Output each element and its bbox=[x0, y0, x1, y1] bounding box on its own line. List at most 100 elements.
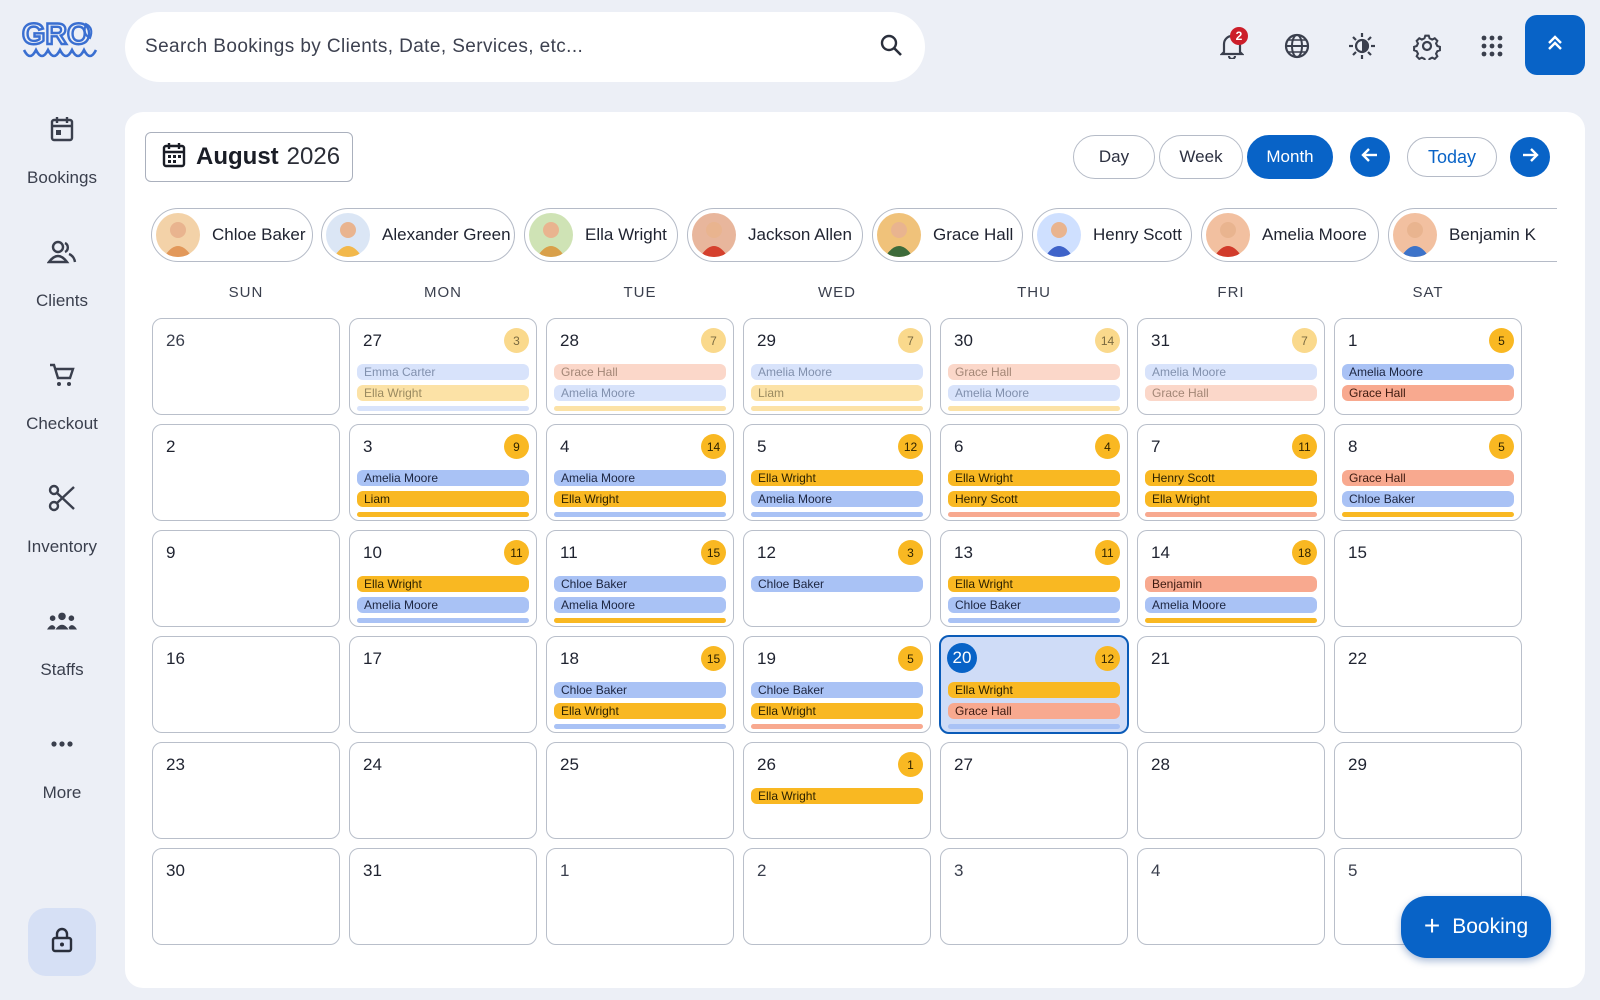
sidebar-item-bookings[interactable]: Bookings bbox=[0, 102, 124, 212]
day-cell[interactable]: 14 18 Benjamin Amelia Moore bbox=[1137, 530, 1325, 627]
more-bookings-indicator[interactable] bbox=[554, 724, 726, 729]
more-bookings-indicator[interactable] bbox=[1145, 618, 1317, 623]
day-cell-today[interactable]: 20 12 Ella Wright Grace Hall bbox=[939, 635, 1129, 734]
staff-chip[interactable]: Jackson Allen bbox=[687, 208, 863, 262]
sidebar-item-inventory[interactable]: Inventory bbox=[0, 471, 124, 581]
booking-event[interactable]: Amelia Moore bbox=[357, 597, 529, 613]
day-cell[interactable]: 31 7 Amelia Moore Grace Hall bbox=[1137, 318, 1325, 415]
previous-month-button[interactable] bbox=[1350, 137, 1390, 177]
day-cell[interactable]: 27 bbox=[940, 742, 1128, 839]
booking-event[interactable]: Ella Wright bbox=[948, 576, 1120, 592]
today-button[interactable]: Today bbox=[1407, 137, 1497, 177]
booking-event[interactable]: Grace Hall bbox=[1342, 470, 1514, 486]
search-bar[interactable] bbox=[125, 12, 925, 82]
booking-event[interactable]: Benjamin bbox=[1145, 576, 1317, 592]
view-day-button[interactable]: Day bbox=[1073, 135, 1155, 179]
staff-chip[interactable]: Chloe Baker bbox=[151, 208, 313, 262]
day-cell[interactable]: 29 bbox=[1334, 742, 1522, 839]
day-cell[interactable]: 1 5 Amelia Moore Grace Hall bbox=[1334, 318, 1522, 415]
day-cell[interactable]: 18 15 Chloe Baker Ella Wright bbox=[546, 636, 734, 733]
more-bookings-indicator[interactable] bbox=[1342, 512, 1514, 517]
more-bookings-indicator[interactable] bbox=[554, 618, 726, 623]
day-cell[interactable]: 28 bbox=[1137, 742, 1325, 839]
day-cell[interactable]: 3 9 Amelia Moore Liam bbox=[349, 424, 537, 521]
day-cell[interactable]: 23 bbox=[152, 742, 340, 839]
staff-chip[interactable]: Amelia Moore bbox=[1201, 208, 1379, 262]
day-cell[interactable]: 4 bbox=[1137, 848, 1325, 945]
booking-event[interactable]: Chloe Baker bbox=[1342, 491, 1514, 507]
booking-event[interactable]: Amelia Moore bbox=[1342, 364, 1514, 380]
day-cell[interactable]: 30 bbox=[152, 848, 340, 945]
staff-chip[interactable]: Grace Hall bbox=[872, 208, 1023, 262]
booking-event[interactable]: Grace Hall bbox=[1342, 385, 1514, 401]
day-cell[interactable]: 11 15 Chloe Baker Amelia Moore bbox=[546, 530, 734, 627]
booking-event[interactable]: Ella Wright bbox=[948, 470, 1120, 486]
sidebar-item-checkout[interactable]: Checkout bbox=[0, 348, 124, 458]
booking-event[interactable]: Liam bbox=[751, 385, 923, 401]
day-cell[interactable]: 2 bbox=[152, 424, 340, 521]
settings-gear-icon[interactable] bbox=[1411, 30, 1443, 62]
day-cell[interactable]: 29 7 Amelia Moore Liam bbox=[743, 318, 931, 415]
day-cell[interactable]: 5 12 Ella Wright Amelia Moore bbox=[743, 424, 931, 521]
staff-chip[interactable]: Alexander Green bbox=[321, 208, 515, 262]
sidebar-item-staffs[interactable]: Staffs bbox=[0, 594, 124, 704]
booking-event[interactable]: Amelia Moore bbox=[554, 385, 726, 401]
day-cell[interactable]: 28 7 Grace Hall Amelia Moore bbox=[546, 318, 734, 415]
booking-event[interactable]: Amelia Moore bbox=[1145, 364, 1317, 380]
day-cell[interactable]: 8 5 Grace Hall Chloe Baker bbox=[1334, 424, 1522, 521]
day-cell[interactable]: 1 bbox=[546, 848, 734, 945]
staff-chip[interactable]: Benjamin K bbox=[1388, 208, 1557, 262]
day-cell[interactable]: 10 11 Ella Wright Amelia Moore bbox=[349, 530, 537, 627]
booking-event[interactable]: Ella Wright bbox=[554, 491, 726, 507]
day-cell[interactable]: 26 1 Ella Wright bbox=[743, 742, 931, 839]
collapse-header-button[interactable] bbox=[1525, 15, 1585, 75]
day-cell[interactable]: 16 bbox=[152, 636, 340, 733]
more-bookings-indicator[interactable] bbox=[751, 406, 923, 411]
booking-event[interactable]: Amelia Moore bbox=[751, 491, 923, 507]
booking-event[interactable]: Henry Scott bbox=[948, 491, 1120, 507]
app-logo[interactable]: GRO bbox=[20, 14, 104, 66]
booking-event[interactable]: Chloe Baker bbox=[554, 576, 726, 592]
booking-event[interactable]: Ella Wright bbox=[554, 703, 726, 719]
more-bookings-indicator[interactable] bbox=[948, 618, 1120, 623]
booking-event[interactable]: Amelia Moore bbox=[751, 364, 923, 380]
booking-event[interactable]: Ella Wright bbox=[357, 576, 529, 592]
day-cell[interactable]: 30 14 Grace Hall Amelia Moore bbox=[940, 318, 1128, 415]
search-input[interactable] bbox=[145, 36, 879, 58]
booking-event[interactable]: Ella Wright bbox=[948, 682, 1120, 698]
more-bookings-indicator[interactable] bbox=[357, 618, 529, 623]
view-month-button[interactable]: Month bbox=[1247, 135, 1333, 179]
booking-event[interactable]: Grace Hall bbox=[948, 364, 1120, 380]
day-cell[interactable]: 15 bbox=[1334, 530, 1522, 627]
day-cell[interactable]: 2 bbox=[743, 848, 931, 945]
booking-event[interactable]: Ella Wright bbox=[751, 788, 923, 804]
lock-button[interactable] bbox=[28, 908, 96, 976]
booking-event[interactable]: Grace Hall bbox=[554, 364, 726, 380]
booking-event[interactable]: Emma Carter bbox=[357, 364, 529, 380]
booking-event[interactable]: Ella Wright bbox=[357, 385, 529, 401]
day-cell[interactable]: 24 bbox=[349, 742, 537, 839]
day-cell[interactable]: 25 bbox=[546, 742, 734, 839]
more-bookings-indicator[interactable] bbox=[751, 724, 923, 729]
day-cell[interactable]: 26 bbox=[152, 318, 340, 415]
apps-grid-icon[interactable] bbox=[1476, 30, 1508, 62]
staff-chip[interactable]: Ella Wright bbox=[524, 208, 678, 262]
more-bookings-indicator[interactable] bbox=[948, 512, 1120, 517]
sidebar-item-clients[interactable]: Clients bbox=[0, 225, 124, 335]
more-bookings-indicator[interactable] bbox=[554, 512, 726, 517]
booking-event[interactable]: Liam bbox=[357, 491, 529, 507]
day-cell[interactable]: 12 3 Chloe Baker bbox=[743, 530, 931, 627]
more-bookings-indicator[interactable] bbox=[948, 724, 1120, 729]
booking-event[interactable]: Grace Hall bbox=[1145, 385, 1317, 401]
day-cell[interactable]: 17 bbox=[349, 636, 537, 733]
day-cell[interactable]: 7 11 Henry Scott Ella Wright bbox=[1137, 424, 1325, 521]
booking-event[interactable]: Amelia Moore bbox=[357, 470, 529, 486]
day-cell[interactable]: 22 bbox=[1334, 636, 1522, 733]
globe-icon[interactable] bbox=[1281, 30, 1313, 62]
booking-event[interactable]: Amelia Moore bbox=[948, 385, 1120, 401]
day-cell[interactable]: 27 3 Emma Carter Ella Wright bbox=[349, 318, 537, 415]
search-icon[interactable] bbox=[879, 33, 903, 62]
booking-event[interactable]: Ella Wright bbox=[751, 703, 923, 719]
next-month-button[interactable] bbox=[1510, 137, 1550, 177]
more-bookings-indicator[interactable] bbox=[751, 512, 923, 517]
